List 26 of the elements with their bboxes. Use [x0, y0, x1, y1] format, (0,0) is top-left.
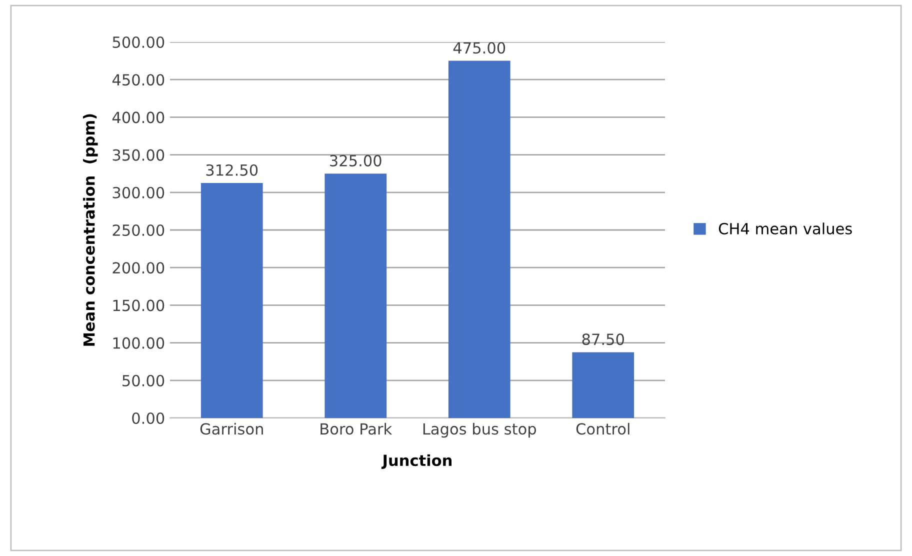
bar	[324, 174, 387, 418]
data-label: 325.00	[330, 154, 382, 166]
bar	[448, 60, 510, 418]
x-tick-label: Lagos bus stop	[423, 422, 536, 438]
y-tick-label: 450.00	[112, 74, 164, 86]
y-tick-label: 100.00	[113, 337, 164, 349]
x-axis-title: Junction	[381, 454, 452, 469]
y-tick-label: 500.00	[112, 36, 164, 48]
x-tick-label: Boro Park	[320, 422, 392, 435]
y-tick-label: 150.00	[113, 300, 164, 312]
y-tick-label: 50.00	[122, 374, 164, 386]
data-label: 87.50	[582, 334, 624, 346]
y-tick-label: 350.00	[112, 149, 164, 161]
y-tick-label: 400.00	[112, 112, 164, 124]
y-axis-title: Mean concentration (ppm)	[83, 114, 98, 346]
legend-label: CH4 mean values	[718, 222, 852, 234]
bar	[200, 183, 263, 418]
y-tick-label: 250.00	[112, 224, 164, 236]
data-label: 475.00	[453, 42, 506, 54]
x-tick-label: Control	[576, 422, 630, 435]
y-tick-label: 200.00	[112, 262, 164, 274]
bar	[572, 352, 634, 418]
x-tick-label: Garrison	[200, 422, 263, 435]
y-tick-label: 300.00	[112, 186, 164, 198]
data-label: 312.50	[206, 164, 258, 176]
y-tick-label: 0.00	[132, 412, 164, 424]
